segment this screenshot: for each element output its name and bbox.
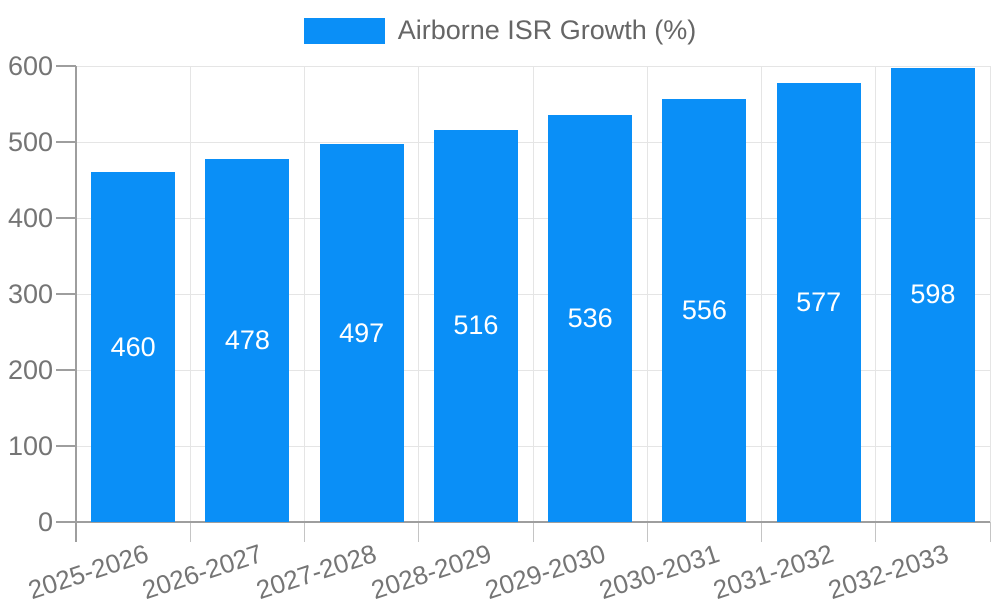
grid-line-vertical [875, 66, 877, 522]
bar[interactable]: 536 [548, 114, 633, 522]
y-axis-line [75, 66, 77, 542]
x-tick-mark [875, 522, 877, 542]
grid-line-vertical [646, 66, 648, 522]
bar[interactable]: 516 [433, 129, 518, 522]
bar[interactable]: 577 [776, 83, 861, 522]
y-tick-label: 600 [7, 51, 53, 81]
x-tick-label: 2025-2026 [24, 538, 152, 600]
grid-line-vertical [189, 66, 191, 522]
y-tick-mark [56, 521, 76, 523]
grid-line-vertical [989, 66, 991, 522]
bar-value-label: 577 [796, 287, 842, 318]
x-tick-label: 2030-2031 [595, 538, 724, 600]
x-tick-label: 2029-2030 [481, 538, 609, 600]
x-tick-mark [532, 522, 534, 542]
bar[interactable]: 478 [205, 158, 290, 522]
x-tick-label: 2031-2032 [709, 538, 838, 600]
bar-value-label: 460 [110, 331, 156, 362]
x-tick-mark [761, 522, 762, 542]
y-tick-mark [56, 369, 76, 371]
y-tick-mark [56, 445, 76, 447]
legend-label: Airborne ISR Growth (%) [397, 15, 697, 45]
bar-value-label: 497 [339, 317, 385, 348]
x-tick-label: 2027-2028 [252, 538, 381, 600]
x-tick-label: 2028-2029 [366, 538, 495, 600]
bar[interactable]: 556 [662, 99, 747, 522]
x-tick-mark [304, 522, 305, 542]
x-tick-mark [646, 522, 648, 542]
x-tick-mark [418, 522, 420, 542]
grid-line-vertical [761, 66, 762, 522]
bar[interactable]: 497 [319, 144, 404, 522]
x-tick-mark [989, 522, 991, 542]
legend[interactable]: Airborne ISR Growth (%) [0, 17, 1000, 44]
bar[interactable]: 460 [91, 172, 176, 522]
bar-value-label: 598 [910, 279, 956, 310]
y-tick-label: 0 [37, 507, 53, 537]
y-tick-mark [56, 217, 76, 219]
grid-line-vertical [304, 66, 305, 522]
bar-value-label: 516 [453, 310, 499, 341]
x-tick-label: 2032-2033 [823, 538, 952, 600]
y-tick-mark [56, 141, 76, 143]
legend-swatch-icon [303, 17, 385, 44]
y-tick-mark [56, 65, 76, 67]
bar[interactable]: 598 [890, 67, 975, 522]
bar-value-label: 478 [224, 324, 270, 355]
bar-value-label: 556 [681, 295, 727, 326]
bar-value-label: 536 [567, 302, 613, 333]
grid-line-vertical [418, 66, 420, 522]
x-tick-label: 2026-2027 [138, 538, 267, 600]
y-tick-label: 200 [7, 355, 53, 385]
y-tick-mark [56, 293, 76, 295]
x-axis-line [76, 521, 990, 523]
y-tick-label: 500 [7, 127, 53, 157]
y-tick-label: 100 [7, 431, 53, 461]
x-tick-mark [189, 522, 191, 542]
y-tick-label: 400 [7, 203, 53, 233]
y-tick-label: 300 [7, 279, 53, 309]
grid-line-vertical [532, 66, 534, 522]
